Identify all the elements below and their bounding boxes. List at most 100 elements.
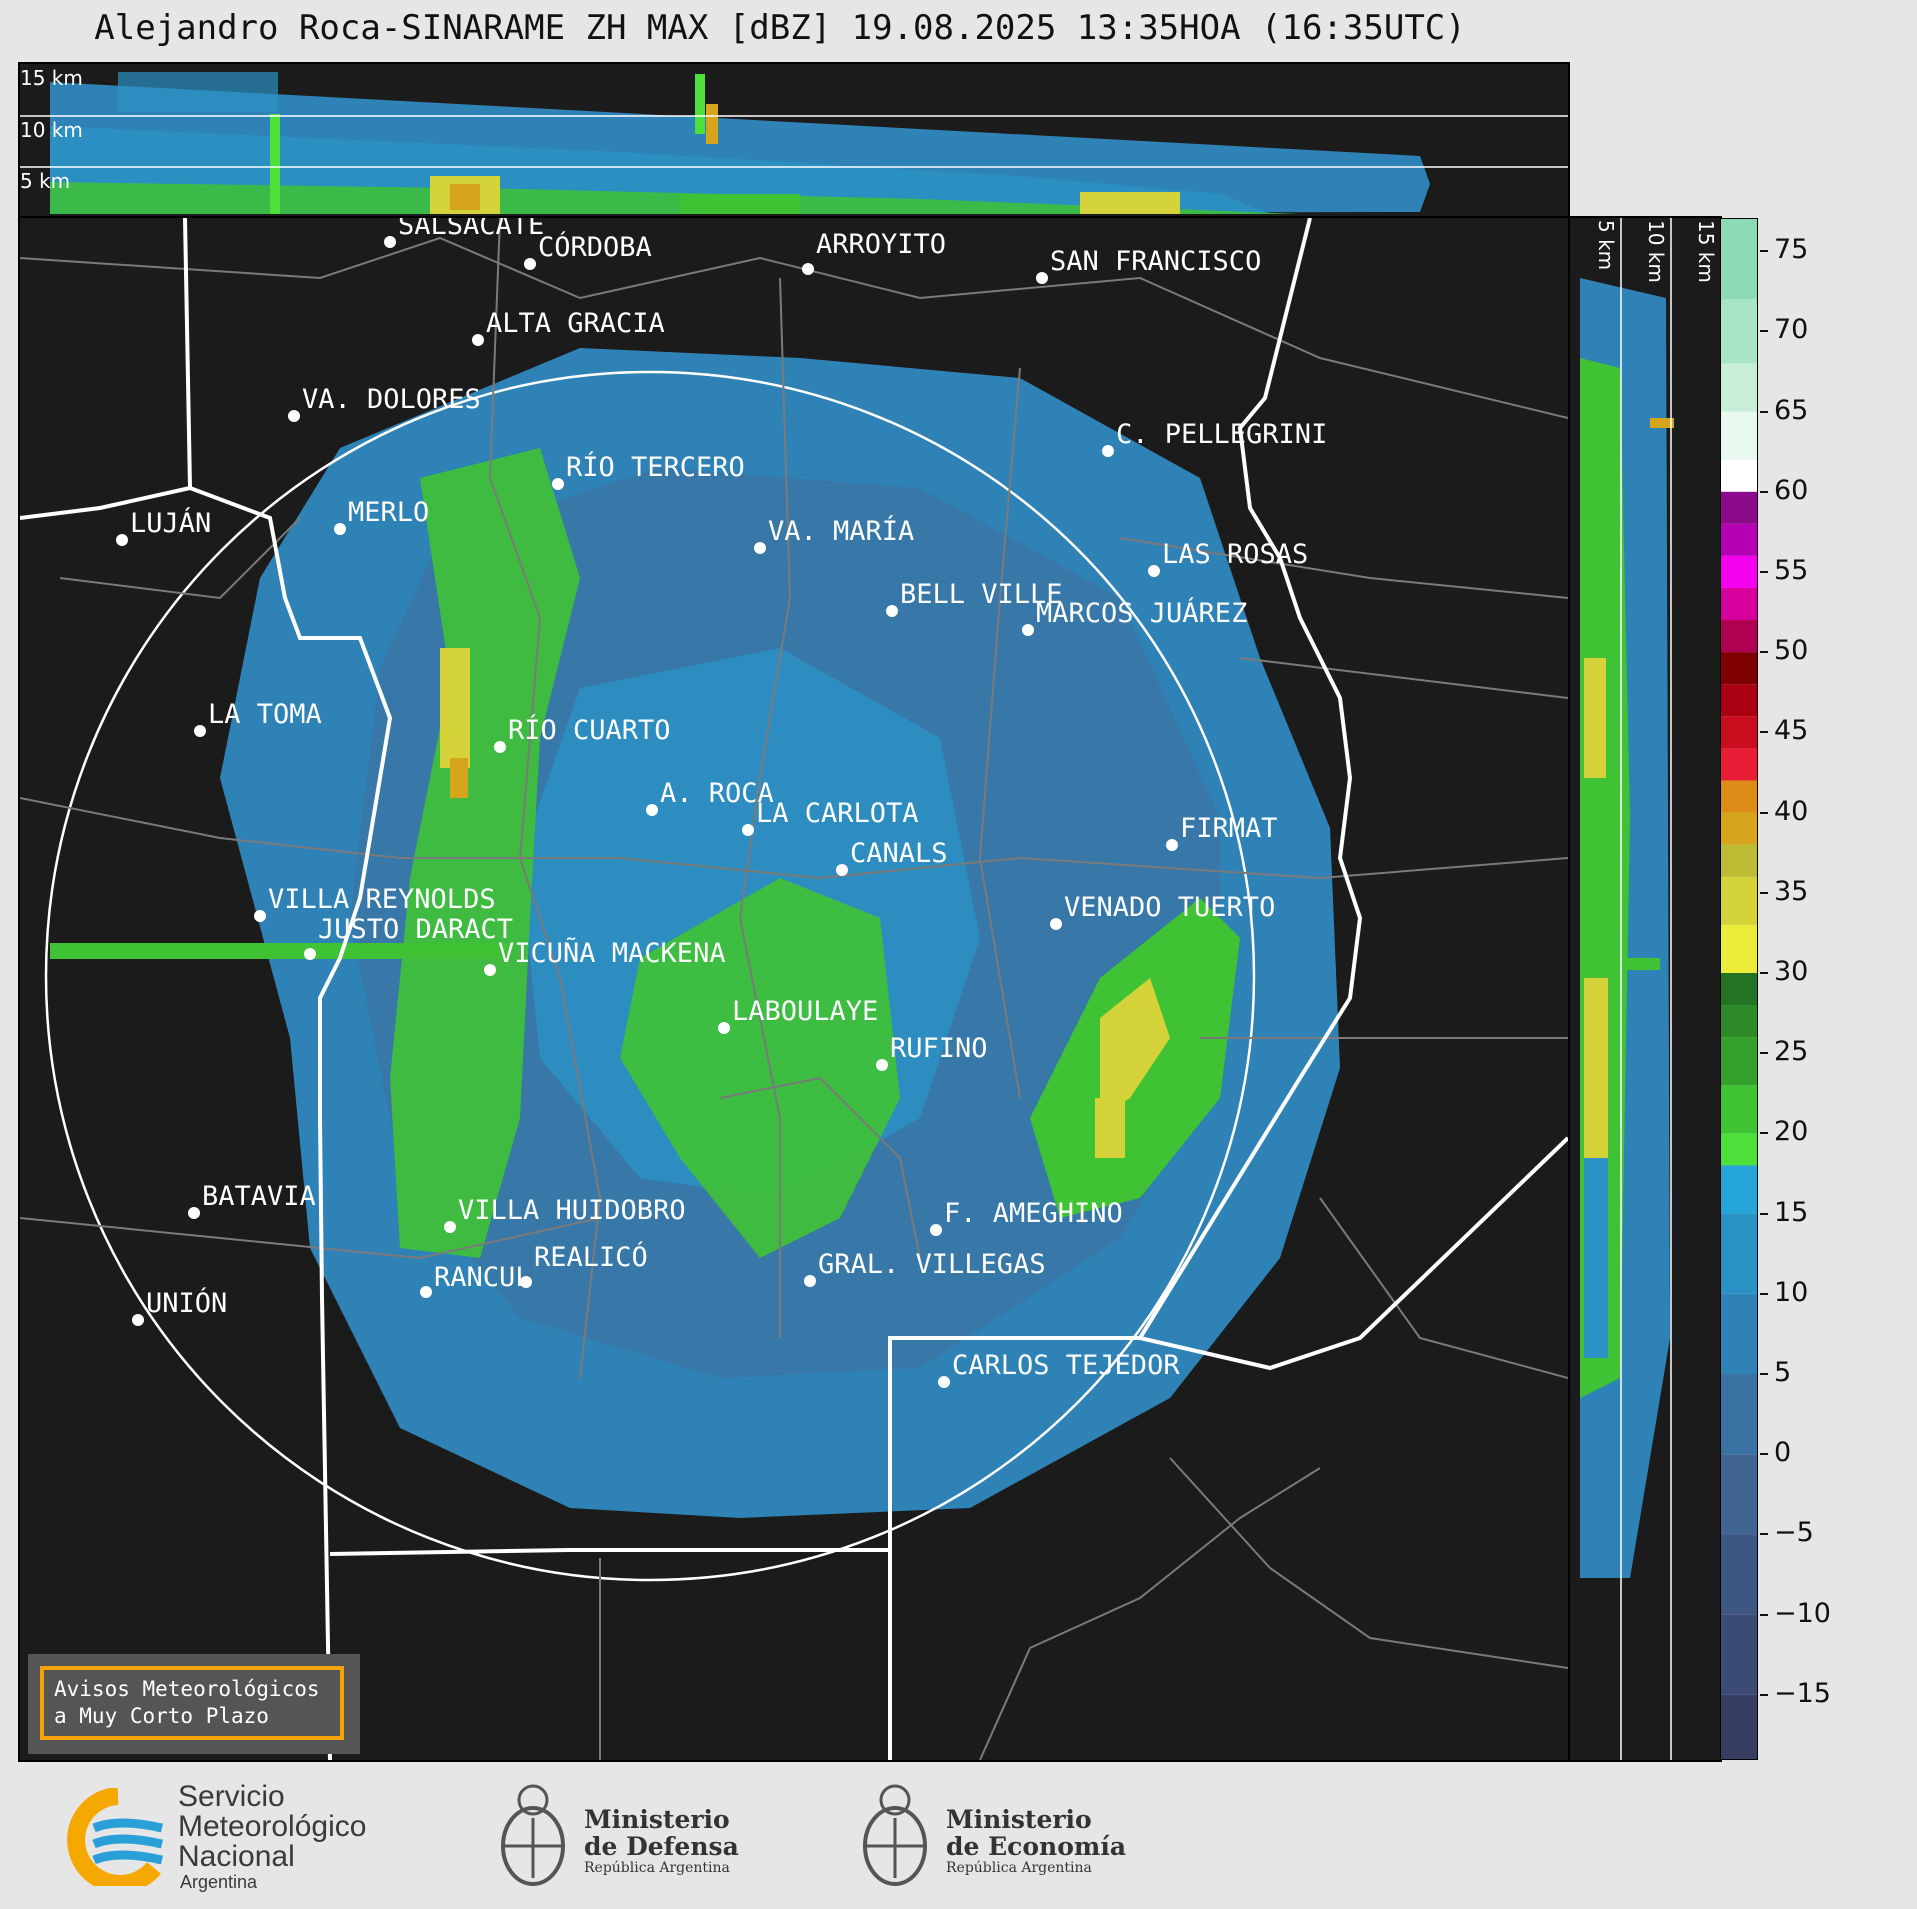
colorbar-tick-label: 75	[1774, 234, 1809, 266]
colorbar-tick-label: 10	[1774, 1276, 1809, 1308]
city-marker	[132, 1314, 144, 1326]
city-label: MERLO	[348, 497, 429, 528]
top-km-label-15: 15 km	[20, 66, 83, 90]
radar-map-panel: SALSACATE CÓRDOBA ARROYITO SAN FRANCISCO ALT…	[18, 216, 1570, 1762]
range-ring	[44, 370, 1256, 1582]
colorbar-segment	[1721, 844, 1757, 877]
avisos-badge[interactable]: Avisos Meteorológicos a Muy Corto Plazo	[28, 1654, 360, 1754]
colorbar-segment	[1721, 1213, 1757, 1294]
city-label: LA TOMA	[208, 699, 322, 730]
city-marker	[444, 1221, 456, 1233]
city-marker	[288, 410, 300, 422]
side-cross-section-echo	[1580, 218, 1674, 1760]
smn-line3: Nacional	[178, 1840, 295, 1873]
city-marker	[472, 334, 484, 346]
smn-logo-icon	[67, 1788, 163, 1886]
colorbar-segment	[1721, 716, 1757, 749]
colorbar-tick-label: 55	[1774, 554, 1809, 586]
city-marker	[1050, 918, 1062, 930]
city-label: SAN FRANCISCO	[1050, 246, 1261, 277]
city-label: VA. DOLORES	[302, 384, 481, 415]
colorbar-segment	[1721, 459, 1757, 492]
city-marker	[646, 804, 658, 816]
city-marker	[524, 258, 536, 270]
colorbar-segment	[1721, 299, 1757, 364]
colorbar-segment	[1721, 972, 1757, 1006]
colorbar-tick-label: −10	[1774, 1597, 1831, 1629]
economia-line2: de Economía	[946, 1832, 1127, 1861]
colorbar-segment	[1721, 1614, 1757, 1695]
city-label: VENADO TUERTO	[1064, 892, 1275, 923]
colorbar-segment	[1721, 219, 1757, 300]
city-label: CARLOS TEJEDOR	[952, 1350, 1180, 1381]
smn-country: Argentina	[180, 1872, 258, 1892]
city-marker	[718, 1022, 730, 1034]
coat-of-arms-icon	[501, 1784, 565, 1886]
city-label: LAS ROSAS	[1162, 539, 1308, 570]
colorbar-tick-label: 70	[1774, 314, 1809, 346]
city-marker	[938, 1376, 950, 1388]
colorbar-segment	[1721, 411, 1757, 460]
city-label: C. PELLEGRINI	[1116, 419, 1327, 450]
city-label: F. AMEGHINO	[944, 1198, 1123, 1229]
colorbar-segment	[1721, 523, 1757, 556]
colorbar-segment	[1721, 1005, 1757, 1038]
top-cross-section-panel: 15 km 10 km 5 km	[18, 62, 1570, 218]
colorbar-segment	[1721, 876, 1757, 925]
colorbar-tick-label: 30	[1774, 955, 1809, 987]
city-label: RANCUL	[434, 1262, 532, 1293]
city-label: CÓRDOBA	[538, 231, 652, 263]
city-label: LUJÁN	[130, 507, 211, 539]
city-label: BATAVIA	[202, 1181, 316, 1212]
colorbar-tick-label: −15	[1774, 1677, 1831, 1709]
city-marker	[754, 542, 766, 554]
city-marker	[494, 741, 506, 753]
colorbar-segment	[1721, 1293, 1757, 1374]
colorbar-segment	[1721, 684, 1757, 717]
city-marker	[520, 1276, 532, 1288]
city-label: VA. MARÍA	[768, 515, 914, 547]
side-km-label-10: 10 km	[1644, 220, 1668, 283]
colorbar-tick-label: 35	[1774, 875, 1809, 907]
city-label: RÍO CUARTO	[508, 714, 671, 746]
avisos-line2: a Muy Corto Plazo	[54, 1704, 269, 1728]
city-label: GRAL. VILLEGAS	[818, 1249, 1046, 1280]
city-label: A. ROCA	[660, 778, 774, 809]
city-label: UNIÓN	[146, 1287, 227, 1319]
city-marker	[742, 824, 754, 836]
city-label: RÍO TERCERO	[566, 451, 745, 483]
city-marker	[254, 910, 266, 922]
city-marker	[116, 534, 128, 546]
side-km-label-5: 5 km	[1594, 220, 1618, 271]
city-marker	[930, 1224, 942, 1236]
colorbar-segment	[1721, 1037, 1757, 1086]
city-label: REALICÓ	[534, 1241, 648, 1273]
colorbar-segment	[1721, 620, 1757, 653]
city-marker	[484, 964, 496, 976]
city-label: ARROYITO	[816, 229, 946, 260]
city-marker	[1022, 624, 1034, 636]
city-label: RUFINO	[890, 1033, 988, 1064]
economia-logo-text: Ministerio de Economía República Argenti…	[946, 1806, 1126, 1876]
footer-logos: Servicio Meteorológico Nacional Argentin…	[0, 1762, 1917, 1909]
city-marker	[188, 1207, 200, 1219]
city-marker	[304, 948, 316, 960]
city-label: LA CARLOTA	[756, 798, 919, 829]
colorbar-segment	[1721, 587, 1757, 621]
city-marker	[836, 864, 848, 876]
colorbar-segment	[1721, 1534, 1757, 1615]
city-marker	[1102, 445, 1114, 457]
colorbar-tick-label: 40	[1774, 795, 1809, 827]
colorbar-tick-label: 20	[1774, 1116, 1809, 1148]
city-label: SALSACATE	[398, 218, 544, 241]
colorbar-segment	[1721, 491, 1757, 524]
colorbar-tick-label: 15	[1774, 1196, 1809, 1228]
colorbar-segment	[1721, 1694, 1757, 1759]
city-marker	[886, 605, 898, 617]
economia-line1: Ministerio	[946, 1805, 1092, 1834]
city-label: MARCOS JUÁREZ	[1036, 597, 1247, 629]
colorbar-segment	[1721, 1165, 1757, 1214]
colorbar-segment	[1721, 748, 1757, 781]
colorbar-segment	[1721, 780, 1757, 813]
province-boundaries	[20, 218, 1568, 1760]
